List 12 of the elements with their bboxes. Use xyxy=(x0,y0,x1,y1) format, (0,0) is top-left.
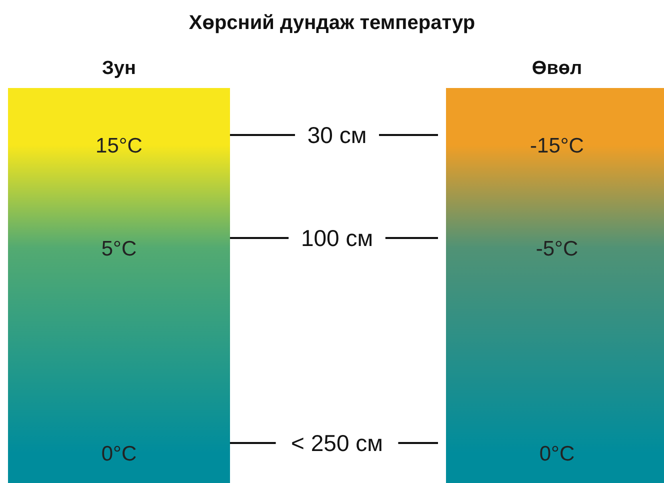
text: Хөрсний дундаж температур xyxy=(188,12,476,34)
series-label: Зун xyxy=(102,58,136,79)
category-label: 30 см xyxy=(307,122,367,148)
data-label: 0°C xyxy=(539,442,575,466)
data-label: -5°C xyxy=(536,237,578,260)
series-label: Өвөл xyxy=(532,58,582,79)
data-label: 15°C xyxy=(96,134,142,158)
data-label: 0°C xyxy=(101,442,137,466)
data-label: 5°C xyxy=(101,237,137,260)
category-label: 100 см xyxy=(300,225,374,252)
data-label: -15°C xyxy=(530,134,584,158)
category-label: < 250 см xyxy=(291,430,383,456)
